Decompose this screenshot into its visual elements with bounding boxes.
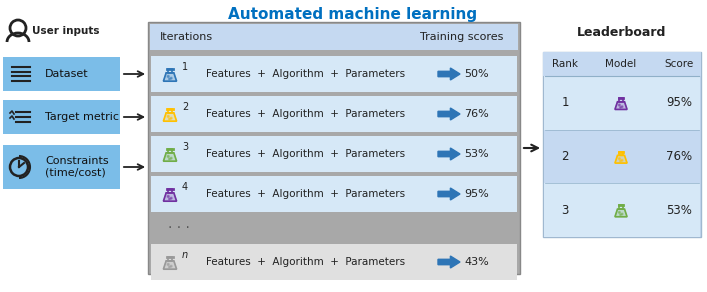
FancyBboxPatch shape — [151, 136, 517, 172]
Text: 2: 2 — [182, 102, 188, 112]
Polygon shape — [438, 256, 460, 268]
Circle shape — [169, 78, 170, 80]
FancyBboxPatch shape — [151, 244, 517, 280]
FancyBboxPatch shape — [544, 76, 700, 130]
Circle shape — [169, 158, 170, 160]
Circle shape — [621, 160, 623, 161]
Text: Automated machine learning: Automated machine learning — [228, 6, 477, 22]
FancyBboxPatch shape — [151, 96, 517, 132]
Polygon shape — [615, 102, 627, 110]
Text: Leaderboard: Leaderboard — [578, 25, 667, 39]
Circle shape — [620, 107, 621, 108]
Circle shape — [619, 158, 620, 160]
Text: Features  +  Algorithm  +  Parameters: Features + Algorithm + Parameters — [206, 257, 405, 267]
Text: 2: 2 — [561, 150, 568, 163]
Text: 4: 4 — [182, 182, 188, 192]
Circle shape — [619, 211, 620, 213]
Polygon shape — [438, 68, 460, 80]
Circle shape — [169, 266, 170, 268]
Text: Rank: Rank — [552, 59, 578, 69]
Polygon shape — [615, 209, 627, 217]
Circle shape — [170, 157, 172, 159]
Text: Iterations: Iterations — [160, 32, 213, 42]
Text: 76%: 76% — [464, 109, 489, 119]
Polygon shape — [163, 73, 177, 81]
FancyBboxPatch shape — [150, 24, 518, 50]
FancyBboxPatch shape — [3, 145, 120, 189]
Text: 1: 1 — [182, 62, 188, 72]
Circle shape — [168, 195, 169, 197]
Text: Target metric: Target metric — [45, 112, 119, 122]
Circle shape — [169, 198, 170, 200]
Text: 53%: 53% — [666, 204, 692, 217]
Text: n: n — [182, 250, 188, 260]
Polygon shape — [438, 148, 460, 160]
Text: 43%: 43% — [464, 257, 489, 267]
Polygon shape — [438, 188, 460, 200]
FancyBboxPatch shape — [543, 52, 701, 76]
FancyBboxPatch shape — [151, 176, 517, 212]
Circle shape — [621, 213, 623, 215]
Circle shape — [170, 77, 172, 79]
Text: 95%: 95% — [464, 189, 489, 199]
Text: 76%: 76% — [666, 150, 692, 163]
Text: Constraints
(time/cost): Constraints (time/cost) — [45, 156, 109, 178]
FancyBboxPatch shape — [3, 100, 120, 134]
Text: Training scores: Training scores — [420, 32, 503, 42]
Text: 3: 3 — [182, 142, 188, 152]
Polygon shape — [163, 113, 177, 121]
Text: 3: 3 — [561, 204, 568, 217]
Polygon shape — [163, 153, 177, 161]
Text: Dataset: Dataset — [45, 69, 88, 79]
Polygon shape — [438, 108, 460, 120]
Circle shape — [169, 118, 170, 120]
Circle shape — [168, 155, 169, 157]
Circle shape — [620, 161, 621, 162]
Text: Score: Score — [665, 59, 694, 69]
FancyBboxPatch shape — [543, 52, 701, 237]
Circle shape — [170, 117, 172, 119]
Circle shape — [619, 104, 620, 106]
Text: 50%: 50% — [464, 69, 489, 79]
Circle shape — [168, 75, 169, 77]
Circle shape — [170, 197, 172, 199]
FancyBboxPatch shape — [3, 57, 120, 91]
Polygon shape — [615, 155, 627, 163]
Circle shape — [621, 106, 623, 107]
Circle shape — [168, 263, 169, 265]
Text: Model: Model — [605, 59, 636, 69]
Text: 95%: 95% — [666, 96, 692, 109]
Text: Features  +  Algorithm  +  Parameters: Features + Algorithm + Parameters — [206, 69, 405, 79]
Text: Features  +  Algorithm  +  Parameters: Features + Algorithm + Parameters — [206, 149, 405, 159]
Text: Features  +  Algorithm  +  Parameters: Features + Algorithm + Parameters — [206, 109, 405, 119]
Circle shape — [170, 265, 172, 267]
Text: 1: 1 — [561, 96, 568, 109]
Circle shape — [620, 214, 621, 215]
Polygon shape — [163, 193, 177, 201]
FancyBboxPatch shape — [544, 130, 700, 183]
FancyBboxPatch shape — [151, 56, 517, 92]
Polygon shape — [163, 261, 177, 269]
FancyBboxPatch shape — [148, 22, 520, 274]
Text: User inputs: User inputs — [32, 26, 100, 36]
Text: Features  +  Algorithm  +  Parameters: Features + Algorithm + Parameters — [206, 189, 405, 199]
FancyBboxPatch shape — [544, 183, 700, 237]
Text: · · ·: · · · — [168, 221, 190, 235]
Circle shape — [168, 115, 169, 117]
Text: 53%: 53% — [464, 149, 489, 159]
